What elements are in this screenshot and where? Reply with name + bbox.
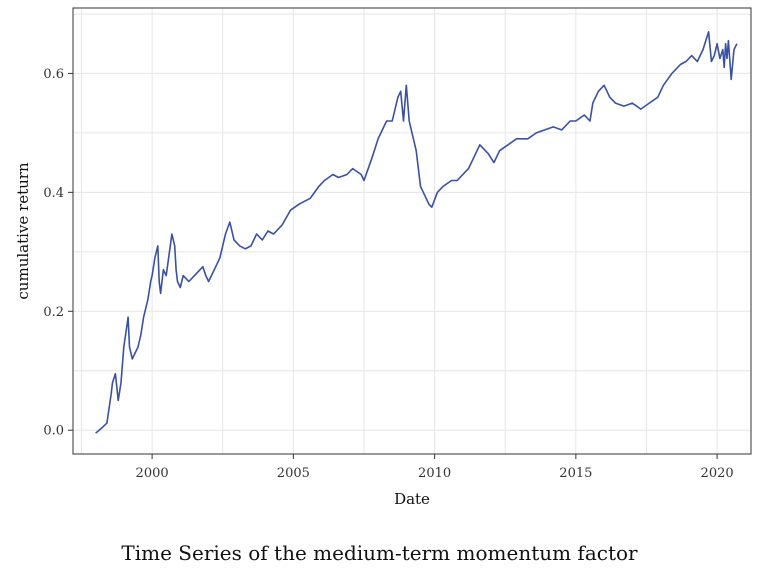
y-tick-label: 0.6 [43, 67, 64, 82]
plot-border [72, 7, 752, 455]
y-tick-label: 0.2 [43, 305, 64, 320]
x-tick-label: 2000 [136, 466, 169, 481]
figure-caption: Time Series of the medium-term momentum … [121, 541, 638, 565]
x-tick-label: 2010 [418, 466, 451, 481]
y-tick-label: 0.4 [43, 186, 64, 201]
y-tick-label: 0.0 [43, 424, 64, 439]
series-line [95, 31, 738, 434]
x-tick-label: 2005 [277, 466, 310, 481]
x-axis-title: Date [394, 490, 430, 508]
x-tick-label: 2015 [559, 466, 592, 481]
grid-lines [73, 8, 751, 454]
x-axis-ticks: 2000 2005 2010 2015 2020 [136, 454, 734, 481]
y-axis-title: cumulative return [14, 162, 32, 300]
y-axis-ticks: 0.0 0.2 0.4 0.6 [43, 67, 73, 439]
x-tick-label: 2020 [701, 466, 734, 481]
